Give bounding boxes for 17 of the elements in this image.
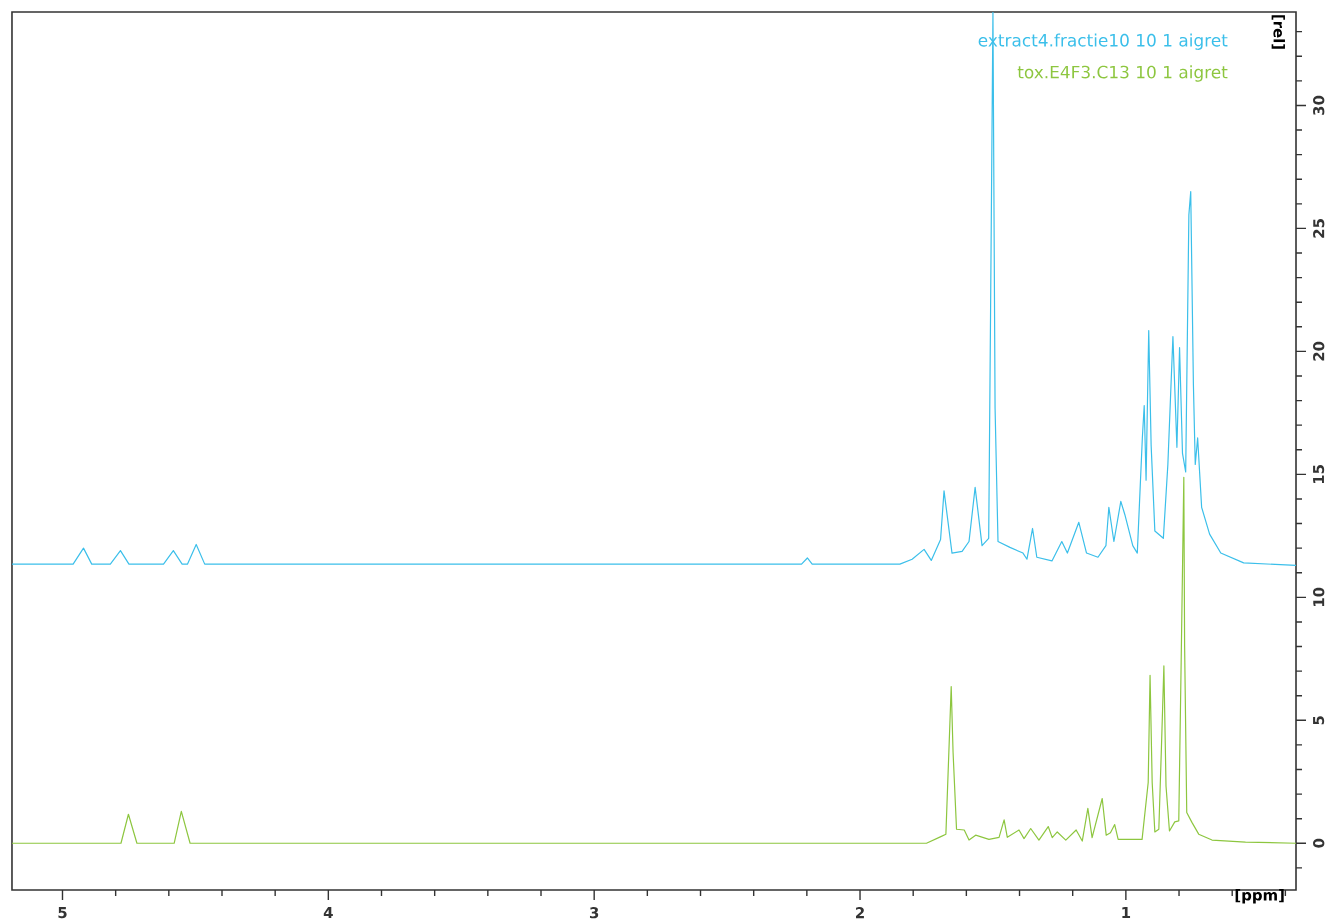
x-tick-label: 3 — [589, 907, 599, 919]
y-tick-label: 10 — [1313, 587, 1325, 607]
line-series — [11, 11, 1297, 566]
y-tick-label: 5 — [1313, 716, 1325, 725]
y-tick-label: 20 — [1313, 341, 1325, 361]
text: tox.E4F3.C13 10 1 aigret — [1017, 65, 1228, 82]
y-tick-label: 15 — [1313, 465, 1325, 484]
x-tick-label: 1 — [1122, 907, 1131, 918]
y-tick-label: 30 — [1313, 95, 1325, 115]
line-series — [11, 476, 1297, 844]
x-tick-label: 5 — [58, 907, 67, 919]
y-tick-label: 0 — [1313, 838, 1325, 848]
y-axis-title: [rel] — [1271, 15, 1285, 49]
y-tick-label: 25 — [1313, 219, 1325, 238]
x-tick-label: 2 — [856, 907, 864, 919]
x-tick-label: 4 — [323, 907, 333, 918]
x-axis-title: [ppm] — [1235, 889, 1284, 904]
